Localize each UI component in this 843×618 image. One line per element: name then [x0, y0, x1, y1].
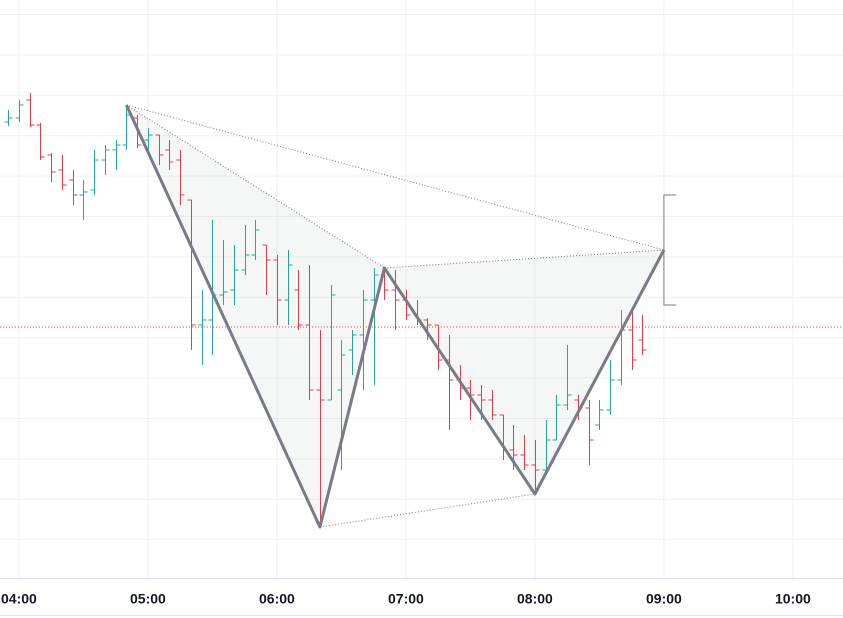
bracket — [663, 194, 676, 306]
pattern-fill — [384, 250, 664, 494]
pattern-line — [125, 104, 666, 529]
pattern-guide — [319, 493, 535, 528]
horizontal-grid — [0, 0, 843, 578]
x-tick-label: 08:00 — [517, 591, 553, 607]
x-tick-label: 05:00 — [130, 591, 166, 607]
x-tick-label: 06:00 — [259, 591, 295, 607]
x-tick-label: 09:00 — [646, 591, 682, 607]
x-tick-label: 07:00 — [388, 591, 424, 607]
pattern-fill — [126, 105, 385, 527]
x-tick-label: 10:00 — [775, 591, 811, 607]
x-tick-label: 04:00 — [1, 591, 37, 607]
